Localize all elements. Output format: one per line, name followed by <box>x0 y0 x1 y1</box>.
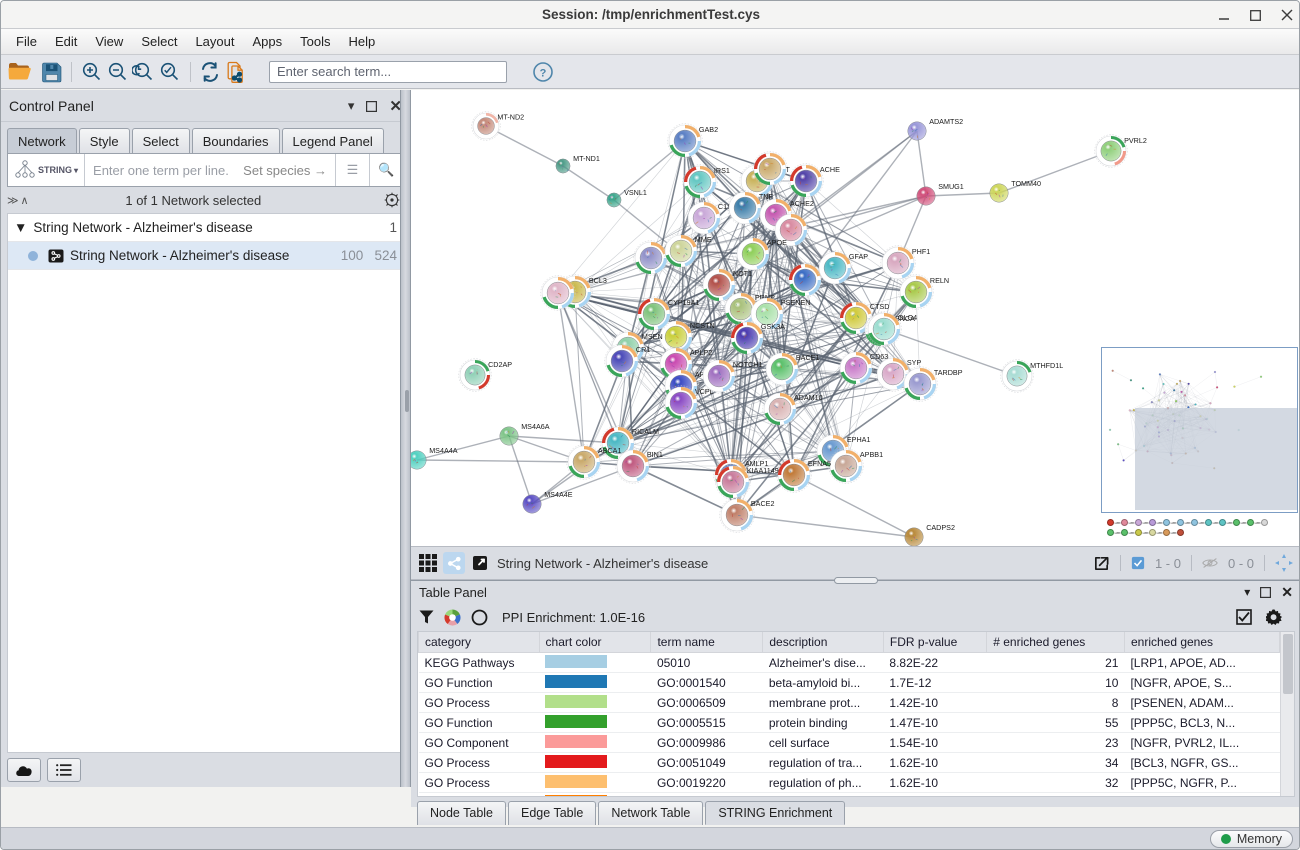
svg-text:NOTCH1: NOTCH1 <box>733 360 763 369</box>
svg-text:APLP2: APLP2 <box>690 348 712 357</box>
svg-text:APBB1: APBB1 <box>860 450 883 459</box>
svg-text:CD2AP: CD2AP <box>488 360 512 369</box>
svg-text:TARDBP: TARDBP <box>934 368 963 377</box>
svg-text:MME: MME <box>695 235 712 244</box>
svg-text:GFAP: GFAP <box>849 252 868 261</box>
svg-text:MS4A6A: MS4A6A <box>521 422 550 431</box>
svg-text:CD63: CD63 <box>870 352 888 361</box>
svg-text:GAB2: GAB2 <box>699 125 718 134</box>
svg-text:EFNA5: EFNA5 <box>808 459 831 468</box>
svg-text:MTHFD1L: MTHFD1L <box>1030 361 1063 370</box>
svg-text:CTSD: CTSD <box>870 302 890 311</box>
svg-text:MSEN: MSEN <box>642 332 663 341</box>
svg-text:ACHE: ACHE <box>820 165 840 174</box>
svg-text:ABCA1: ABCA1 <box>598 446 622 455</box>
svg-text:NCSTN: NCSTN <box>690 321 715 330</box>
svg-text:?: ? <box>540 67 547 79</box>
svg-text:MT-ND2: MT-ND2 <box>497 113 524 122</box>
svg-text:ADAMTS2: ADAMTS2 <box>929 117 963 126</box>
svg-text:TOMM40: TOMM40 <box>1011 179 1041 188</box>
svg-text:CR1: CR1 <box>636 345 650 354</box>
svg-text:OLG4: OLG4 <box>898 313 917 322</box>
svg-text:RELN: RELN <box>930 276 949 285</box>
svg-text:KIAA1149: KIAA1149 <box>747 466 779 475</box>
svg-text:VSNL1: VSNL1 <box>624 188 647 197</box>
svg-text:PSENEN: PSENEN <box>781 298 811 307</box>
svg-text:MT-ND1: MT-ND1 <box>573 154 600 163</box>
svg-text:EPHA1: EPHA1 <box>847 435 871 444</box>
svg-text:BCL3: BCL3 <box>589 276 607 285</box>
svg-text:ADAM10: ADAM10 <box>794 393 823 402</box>
svg-text:MS4A4E: MS4A4E <box>544 490 573 499</box>
svg-text:MS4A4A: MS4A4A <box>429 446 458 455</box>
svg-text:BACE2: BACE2 <box>751 499 775 508</box>
svg-text:SMUG1: SMUG1 <box>938 182 964 191</box>
svg-text:APOE: APOE <box>767 238 787 247</box>
svg-text:IRS1: IRS1 <box>714 166 730 175</box>
svg-text:GSK3A: GSK3A <box>761 322 785 331</box>
svg-text:CYP19A1: CYP19A1 <box>668 298 700 307</box>
svg-text:BIN1: BIN1 <box>647 450 663 459</box>
svg-text:ACHE2: ACHE2 <box>790 199 814 208</box>
svg-text:SYP: SYP <box>907 358 922 367</box>
svg-text:RICALM: RICALM <box>632 427 659 436</box>
svg-text:PHF1: PHF1 <box>912 247 930 256</box>
svg-text:BACE1: BACE1 <box>796 353 820 362</box>
svg-text:CADPS2: CADPS2 <box>926 523 955 532</box>
svg-text:NOT1: NOT1 <box>733 269 752 278</box>
svg-text:PVRL2: PVRL2 <box>1124 136 1147 145</box>
